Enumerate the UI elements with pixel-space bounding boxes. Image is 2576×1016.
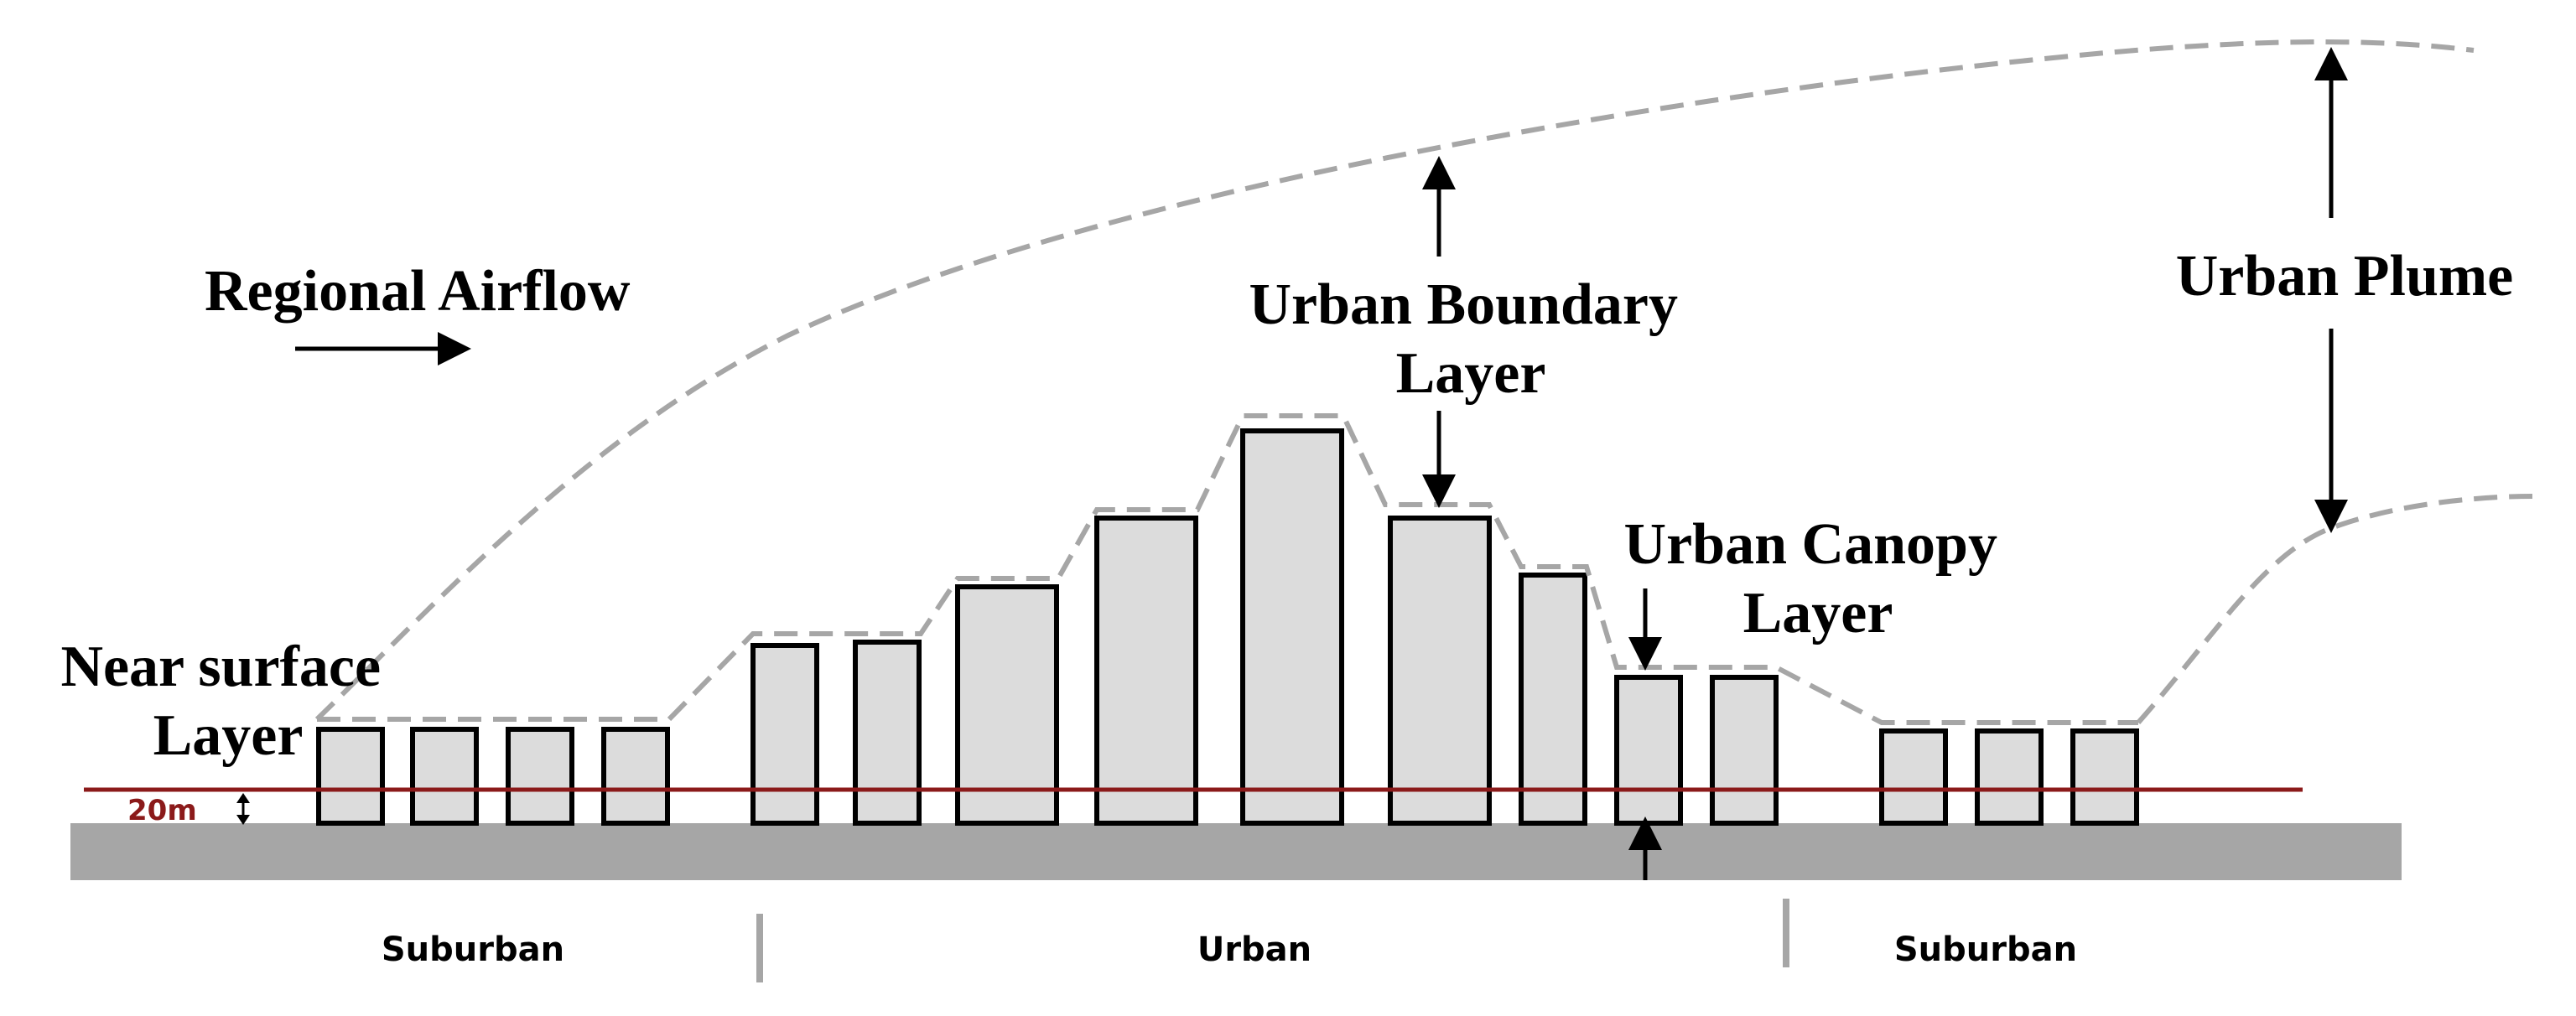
building — [506, 727, 574, 826]
region-label-suburban-right: Suburban — [1894, 930, 2077, 969]
urban-canopy-layer-label-line2: Layer — [1743, 581, 1893, 645]
building — [1240, 428, 1344, 826]
building — [1094, 516, 1198, 826]
building — [853, 640, 922, 826]
region-label-suburban-left: Suburban — [382, 930, 564, 969]
urban-canopy-layer-label: Urban Canopy Layer — [1624, 512, 2012, 645]
building — [1710, 675, 1779, 826]
region-label-urban: Urban — [1197, 930, 1311, 969]
urban-boundary-layer-boundary — [314, 39, 2475, 722]
urban-boundary-layer-label-line2: Layer — [1396, 341, 1546, 406]
building — [316, 727, 385, 826]
near-surface-layer-label-line1: Near surface — [60, 635, 381, 699]
building — [750, 643, 819, 826]
urban-boundary-layer-label-line1: Urban Boundary — [1249, 272, 1678, 337]
building — [1879, 728, 1948, 826]
height-20m-label: 20m — [127, 794, 197, 827]
near-surface-layer-label-line2: Layer — [153, 703, 304, 768]
building — [601, 727, 670, 826]
buildings — [316, 428, 2139, 826]
urban-canopy-layer-label-line1: Urban Canopy — [1624, 512, 1997, 577]
urban-boundary-layer-label: Urban Boundary Layer — [1249, 272, 1692, 406]
ground — [70, 823, 2402, 880]
urban-plume-lower-boundary — [2136, 494, 2533, 724]
region-separator — [756, 914, 763, 982]
building — [1388, 516, 1492, 826]
urban-plume-label: Urban Plume — [2176, 244, 2514, 308]
building — [1975, 728, 2044, 826]
region-separator — [1783, 899, 1789, 967]
building — [1519, 573, 1587, 826]
regional-airflow-label: Regional Airflow — [205, 259, 631, 324]
building — [2070, 728, 2139, 826]
building — [955, 584, 1059, 826]
near-surface-layer-label: Near surface Layer — [60, 635, 395, 768]
building — [1614, 675, 1683, 826]
building — [410, 727, 479, 826]
